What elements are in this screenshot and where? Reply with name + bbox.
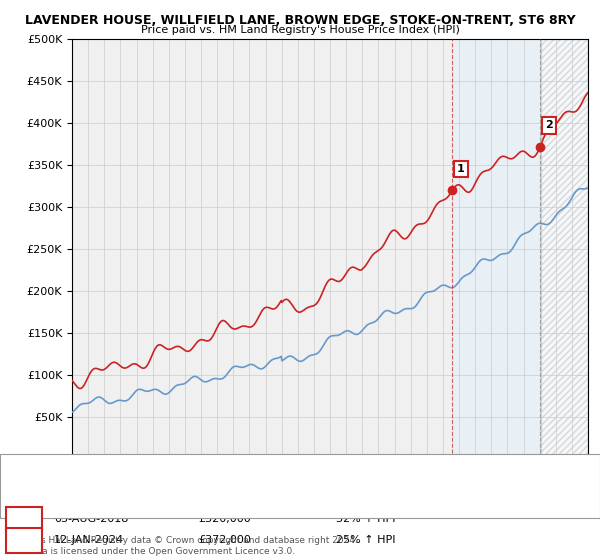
HPI: Average price, detached house, Staffordshire Moorlands: (2.01e+03, 1.76e+05): Average price, detached house, Staffords…: [382, 308, 389, 315]
Text: 12-JAN-2024: 12-JAN-2024: [54, 535, 124, 545]
HPI: Average price, detached house, Staffordshire Moorlands: (2.02e+03, 2.59e+05): Average price, detached house, Staffords…: [513, 239, 520, 245]
LAVENDER HOUSE, WILLFIELD LANE, BROWN EDGE, STOKE-ON-TRENT, ST6 8RY (detache: [584, 89, 592, 96]
Text: 2: 2: [20, 535, 28, 545]
LAVENDER HOUSE, WILLFIELD LANE, BROWN EDGE, STOKE-ON-TRENT, ST6 8RY (detache: [77, 385, 84, 392]
HPI: Average price, detached house, Staffordshire Moorlands: (2.02e+03, 2.17e+05): Average price, detached house, Staffords…: [460, 273, 467, 280]
Text: LAVENDER HOUSE, WILLFIELD LANE, BROWN EDGE, STOKE-ON-TRENT, ST6 8RY: LAVENDER HOUSE, WILLFIELD LANE, BROWN ED…: [25, 14, 575, 27]
HPI: Average price, detached house, Staffordshire Moorlands: (2.01e+03, 1.62e+05): Average price, detached house, Staffords…: [368, 320, 375, 326]
Text: £372,000: £372,000: [198, 535, 251, 545]
Text: Price paid vs. HM Land Registry's House Price Index (HPI): Price paid vs. HM Land Registry's House …: [140, 25, 460, 35]
HPI: Average price, detached house, Staffordshire Moorlands: (2.03e+03, 3.23e+05): Average price, detached house, Staffords…: [584, 184, 592, 191]
LAVENDER HOUSE, WILLFIELD LANE, BROWN EDGE, STOKE-ON-TRENT, ST6 8RY (detache: [101, 366, 108, 373]
LAVENDER HOUSE, WILLFIELD LANE, BROWN EDGE, STOKE-ON-TRENT, ST6 8RY (detache: [514, 152, 521, 158]
LAVENDER HOUSE, WILLFIELD LANE, BROWN EDGE, STOKE-ON-TRENT, ST6 8RY (detache: [398, 234, 405, 240]
Text: £320,000: £320,000: [198, 514, 251, 524]
HPI: Average price, detached house, Staffordshire Moorlands: (2e+03, 7.1e+04): Average price, detached house, Staffords…: [100, 396, 107, 403]
Text: LAVENDER HOUSE, WILLFIELD LANE, BROWN EDGE, STOKE-ON-TRENT, ST6 8RY (detache: LAVENDER HOUSE, WILLFIELD LANE, BROWN ED…: [54, 467, 516, 477]
Text: 1: 1: [20, 514, 28, 524]
Text: 03-AUG-2018: 03-AUG-2018: [54, 514, 128, 524]
Line: LAVENDER HOUSE, WILLFIELD LANE, BROWN EDGE, STOKE-ON-TRENT, ST6 8RY (detache: LAVENDER HOUSE, WILLFIELD LANE, BROWN ED…: [72, 92, 588, 389]
Text: 1: 1: [457, 164, 465, 174]
Line: HPI: Average price, detached house, Staffordshire Moorlands: HPI: Average price, detached house, Staf…: [72, 188, 588, 412]
LAVENDER HOUSE, WILLFIELD LANE, BROWN EDGE, STOKE-ON-TRENT, ST6 8RY (detache: [460, 186, 467, 193]
Text: 2: 2: [545, 120, 553, 130]
LAVENDER HOUSE, WILLFIELD LANE, BROWN EDGE, STOKE-ON-TRENT, ST6 8RY (detache: [369, 252, 376, 259]
LAVENDER HOUSE, WILLFIELD LANE, BROWN EDGE, STOKE-ON-TRENT, ST6 8RY (detache: [382, 237, 389, 244]
HPI: Average price, detached house, Staffordshire Moorlands: (2e+03, 5.58e+04): Average price, detached house, Staffords…: [68, 409, 76, 416]
HPI: Average price, detached house, Staffordshire Moorlands: (2.02e+03, 1.76e+05): Average price, detached house, Staffords…: [397, 308, 404, 315]
Text: Contains HM Land Registry data © Crown copyright and database right 2024.
This d: Contains HM Land Registry data © Crown c…: [6, 536, 358, 556]
Text: 32% ↑ HPI: 32% ↑ HPI: [336, 514, 395, 524]
Text: 25% ↑ HPI: 25% ↑ HPI: [336, 535, 395, 545]
LAVENDER HOUSE, WILLFIELD LANE, BROWN EDGE, STOKE-ON-TRENT, ST6 8RY (detache: [68, 377, 76, 384]
Text: HPI: Average price, detached house, Staffordshire Moorlands: HPI: Average price, detached house, Staf…: [54, 488, 372, 498]
